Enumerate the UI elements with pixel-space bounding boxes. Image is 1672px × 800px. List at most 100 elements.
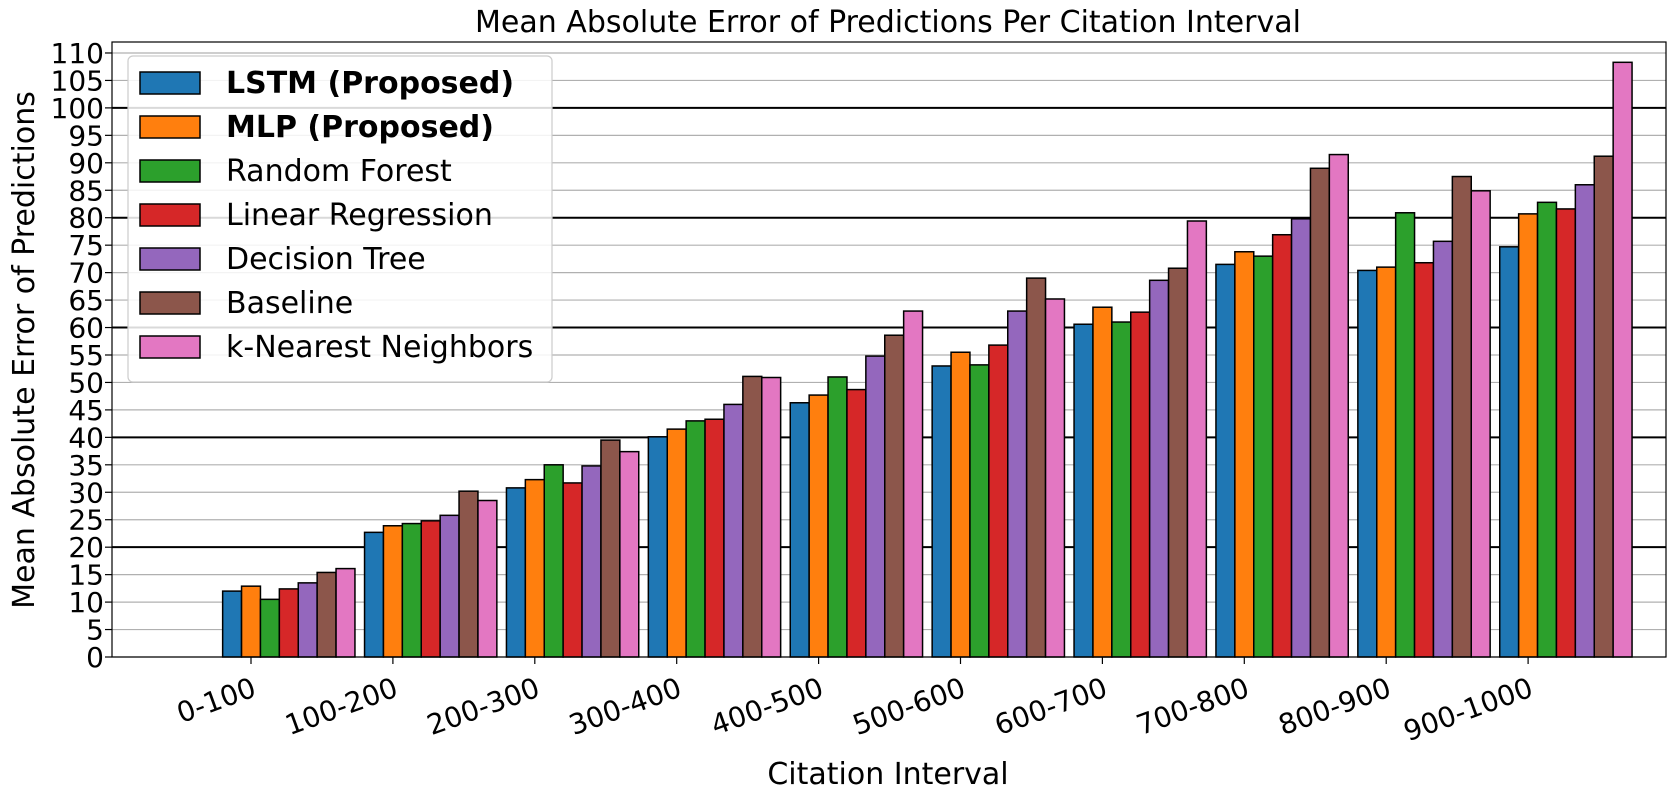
bar-random-forest-400-500 [827,376,848,658]
y-tick-label: 45 [68,394,104,427]
legend: LSTM (Proposed) MLP (Proposed) Random Fore… [127,55,553,383]
bar-baseline-100-200 [458,490,479,658]
bar-lstm-proposed-900-1000 [1499,246,1520,658]
y-tick-label: 55 [68,339,104,372]
y-tick-label: 30 [68,476,104,509]
bar-k-nearest-neighbors-100-200 [477,499,498,658]
legend-label: Random Forest [226,154,452,189]
bar-random-forest-300-400 [685,420,706,658]
bar-lstm-proposed-400-500 [789,402,810,658]
legend-label: k-Nearest Neighbors [226,330,533,365]
bar-baseline-700-800 [1309,167,1331,658]
bars-group [221,61,1633,658]
legend-label: MLP (Proposed) [226,110,494,145]
legend-label: Linear Regression [226,198,493,233]
legend-swatch [139,159,201,183]
y-tick-label: 90 [68,147,104,180]
bar-decision-tree-900-1000 [1574,184,1595,658]
bar-decision-tree-100-200 [439,514,460,658]
y-tick-label: 40 [68,421,104,454]
bar-random-forest-900-1000 [1536,201,1558,658]
legend-swatch [139,115,201,139]
bar-linear-regression-400-500 [846,388,867,658]
y-tick-label: 35 [68,449,104,482]
bar-mlp-proposed-400-500 [808,394,829,658]
bar-lstm-proposed-200-300 [505,487,527,658]
y-tick-label: 0 [86,641,104,674]
x-tick-label: 300-400 [565,671,686,742]
bar-baseline-500-600 [1025,277,1047,658]
bar-baseline-300-400 [742,375,763,658]
x-tick-label: 100-200 [281,671,402,742]
x-tick-label: 600-700 [990,671,1111,742]
bar-lstm-proposed-800-900 [1357,269,1378,658]
bar-lstm-proposed-0-100 [221,590,243,658]
bar-k-nearest-neighbors-200-300 [619,450,640,658]
bar-baseline-600-700 [1167,267,1189,658]
bar-mlp-proposed-0-100 [240,585,262,658]
bar-linear-regression-100-200 [420,520,441,658]
legend-swatch [139,247,201,271]
y-tick-label: 100 [51,92,104,125]
bar-mlp-proposed-200-300 [524,478,545,658]
bar-lstm-proposed-500-600 [931,365,952,658]
legend-label: Decision Tree [226,242,426,277]
legend-swatch [139,71,201,95]
bar-decision-tree-400-500 [865,355,886,658]
y-tick-label: 85 [68,174,104,207]
legend-swatch [139,335,201,359]
bar-k-nearest-neighbors-0-100 [335,567,356,658]
chart-title: Mean Absolute Error of Predictions Per C… [475,5,1301,40]
y-tick-label: 20 [68,531,104,564]
x-tick-label: 700-800 [1132,671,1253,742]
legend-swatch [139,291,201,315]
legend-label: Baseline [226,286,353,321]
y-tick-label: 105 [51,64,104,97]
y-tick-label: 95 [68,119,104,152]
bar-mlp-proposed-800-900 [1376,266,1397,658]
bar-random-forest-600-700 [1111,321,1132,658]
y-tick-label: 75 [68,229,104,262]
x-axis-label: Citation Interval [767,757,1008,792]
bar-linear-regression-600-700 [1130,311,1151,658]
bar-mlp-proposed-500-600 [950,351,971,658]
legend-swatch [139,203,201,227]
bar-decision-tree-800-900 [1432,240,1454,658]
bar-mlp-proposed-600-700 [1092,306,1113,658]
y-tick-label: 110 [51,37,104,70]
bar-linear-regression-900-1000 [1555,208,1577,658]
bar-baseline-0-100 [316,571,337,658]
y-tick-label: 10 [68,586,104,619]
bar-k-nearest-neighbors-400-500 [902,310,924,658]
bar-decision-tree-600-700 [1148,279,1170,658]
bar-decision-tree-200-300 [581,465,602,658]
y-axis-ticks: 0510152025303540455055606570758085909510… [51,37,112,674]
bar-random-forest-800-900 [1394,212,1416,658]
x-tick-label: 500-600 [848,671,969,742]
bar-lstm-proposed-700-800 [1215,263,1236,658]
bar-random-forest-500-600 [969,364,990,658]
bar-baseline-800-900 [1451,175,1472,658]
x-tick-label: 0-100 [172,671,260,730]
y-tick-label: 15 [68,559,104,592]
y-tick-label: 60 [68,312,104,345]
bar-k-nearest-neighbors-300-400 [761,376,782,658]
bar-random-forest-0-100 [259,598,281,658]
x-tick-label: 400-500 [706,671,827,742]
bar-k-nearest-neighbors-700-800 [1328,153,1349,658]
y-tick-label: 80 [68,202,104,235]
x-tick-label: 200-300 [423,671,544,742]
x-axis-ticks: 0-100 100-200 200-300 300-400 400-500 500-600… [172,657,1537,748]
bar-random-forest-100-200 [401,522,423,658]
bar-mlp-proposed-100-200 [382,525,404,658]
y-tick-label: 70 [68,257,104,290]
legend-box [127,55,553,383]
bar-decision-tree-300-400 [723,403,744,658]
bar-lstm-proposed-600-700 [1073,323,1094,658]
y-tick-label: 65 [68,284,104,317]
bar-k-nearest-neighbors-900-1000 [1612,61,1633,658]
bar-baseline-400-500 [884,334,905,658]
y-tick-label: 50 [68,366,104,399]
y-axis-label: Mean Absolute Error of Predictions [7,91,42,609]
